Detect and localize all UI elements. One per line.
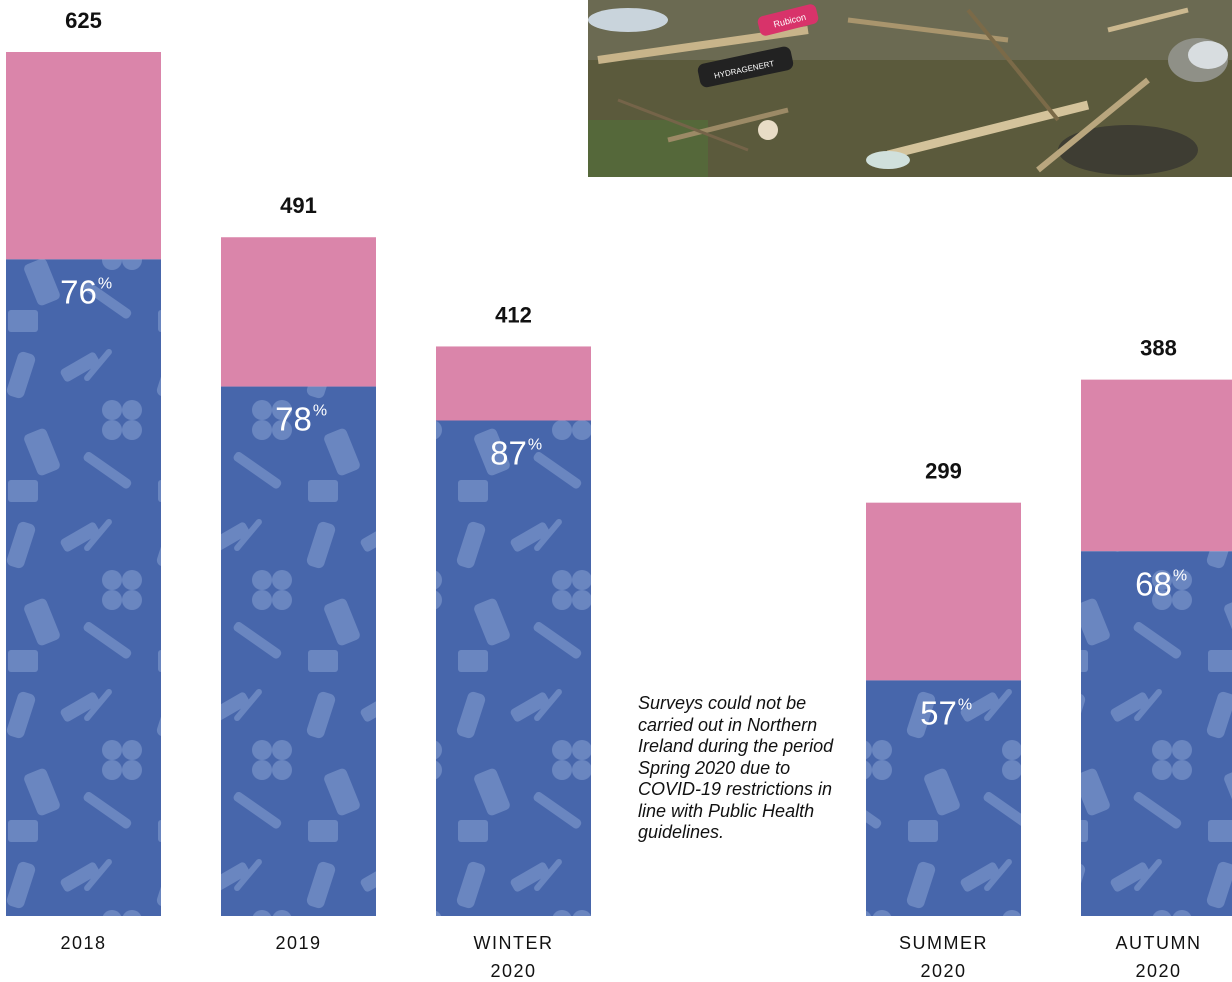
category-label: AUTUMN [1116,933,1202,953]
bar-percent-sign: % [1173,567,1187,584]
category-label: 2020 [1135,961,1181,981]
bar-bottom-segment [866,680,1021,916]
bar-percent-sign: % [958,696,972,713]
bar-total-label: 412 [495,302,532,327]
bar-percent-label: 87 [490,434,527,471]
category-label: WINTER [474,933,554,953]
category-label: 2020 [920,961,966,981]
bar-percent-label: 57 [920,694,957,731]
bar-bottom-segment [221,386,376,916]
category-label: SUMMER [899,933,988,953]
category-label: 2020 [490,961,536,981]
bar-percent-label: 68 [1135,565,1172,602]
bar-total-label: 388 [1140,336,1177,361]
bar-top-segment [6,52,161,260]
bar-top-segment [221,237,376,387]
bar-bottom-segment [6,259,161,916]
survey-note: Surveys could not be carried out in Nort… [638,693,834,842]
bar-percent-sign: % [98,275,112,292]
bar-percent-sign: % [528,436,542,453]
bar-top-segment [436,346,591,421]
bar-top-segment [1081,379,1232,552]
bar-percent-label: 78 [275,401,312,438]
beach-litter-photo: HYDRAGENERT Rubicon [588,0,1232,177]
bar-bottom-segment [436,420,591,916]
bar-percent-sign: % [313,403,327,420]
category-label: 2019 [275,933,321,953]
bar-bottom-segment [1081,551,1232,916]
bar-total-label: 491 [280,193,317,218]
bar-percent-label: 76 [60,273,97,310]
category-label: 2018 [60,933,106,953]
bar-total-label: 625 [65,8,102,33]
bar-top-segment [866,502,1021,681]
beach-litter-photo-graphic: HYDRAGENERT Rubicon [588,0,1232,177]
bar-total-label: 299 [925,459,962,484]
